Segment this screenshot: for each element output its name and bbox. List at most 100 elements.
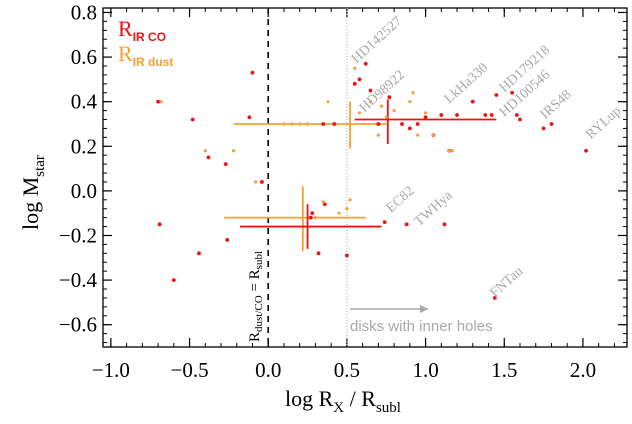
y-tick-label: −0.2 [59, 223, 97, 247]
y-tick-label: 0.0 [71, 179, 97, 203]
co-point [510, 90, 515, 95]
co-point [363, 61, 368, 66]
dust-point [353, 66, 357, 70]
dust-point [368, 100, 373, 104]
legend-co: RIR CO [118, 16, 166, 44]
dust-point [348, 198, 352, 202]
dust-point [379, 104, 384, 108]
dust-point [305, 122, 310, 126]
sublimation-label: Rdust/CO = Rsubl [247, 251, 265, 342]
co-point [404, 222, 409, 227]
object-label: LkHa330 [442, 60, 491, 107]
x-tick-label: 0.5 [334, 358, 360, 382]
y-axis-title: log Mstar [18, 155, 48, 230]
object-label: FNTau [487, 264, 526, 301]
object-label: HD98922 [357, 68, 408, 116]
co-point [415, 122, 420, 126]
co-point [156, 99, 160, 104]
co-point [197, 251, 201, 256]
co-point [407, 126, 412, 131]
co-point [250, 70, 255, 75]
co-point [308, 215, 313, 220]
co-point [225, 238, 230, 242]
co-point [492, 296, 497, 300]
co-point [514, 113, 519, 117]
co-point [260, 180, 264, 184]
dust-point [447, 149, 451, 153]
dust-point [282, 122, 286, 126]
co-point [316, 251, 321, 256]
dust-point [337, 211, 341, 215]
x-tick-label: 1.5 [491, 358, 517, 382]
co-point [310, 211, 315, 216]
object-label: RYLup [583, 104, 624, 143]
dust-point [423, 111, 428, 115]
dust-point [298, 122, 302, 126]
dust-point [321, 200, 325, 204]
y-tick-label: 0.8 [71, 0, 97, 24]
co-point [423, 115, 428, 120]
tick-labels: −1.0 −0.5 0.0 0.5 1.0 1.5 2.0 −0.6 −0.4 −0.2 0.0 0.… [59, 0, 596, 382]
plot-frame [102, 7, 628, 348]
co-point [345, 253, 349, 258]
axis-ticks [103, 8, 627, 347]
object-label: TWHya [412, 188, 456, 230]
co-point [171, 278, 176, 282]
y-tick-label: 0.2 [71, 134, 97, 158]
co-point [376, 122, 381, 126]
x-axis-title: log RX / Rsubl [285, 386, 401, 416]
co-point [541, 126, 546, 131]
dust-point [159, 100, 163, 104]
co-point [494, 93, 499, 97]
object-label: EC82 [384, 184, 418, 216]
x-tick-label: 0.0 [255, 358, 281, 382]
co-point [332, 122, 337, 126]
co-point [190, 117, 195, 122]
y-tick-label: 0.6 [71, 45, 97, 69]
y-tick-label: 0.4 [71, 90, 98, 114]
x-tick-label: −0.5 [170, 358, 208, 382]
dust-point [416, 133, 420, 137]
co-point [549, 122, 554, 126]
x-tick-label: −1.0 [92, 358, 130, 382]
object-label: IRS48 [538, 87, 575, 122]
data-points [156, 61, 588, 300]
legend-dust: RIR dust [118, 41, 173, 69]
dust-point [345, 207, 349, 211]
co-point [206, 155, 211, 160]
co-point [400, 122, 404, 126]
dust-point [203, 149, 207, 153]
x-tick-label: 2.0 [570, 358, 596, 382]
dust-point [232, 149, 236, 153]
co-point [584, 148, 588, 153]
co-point [247, 115, 252, 120]
dust-point [357, 111, 362, 115]
dust-point [376, 133, 380, 137]
co-point [455, 113, 459, 117]
dust-point [431, 133, 436, 137]
y-tick-label: −0.6 [59, 313, 97, 337]
co-point [157, 222, 162, 227]
dust-point [313, 216, 318, 220]
object-label: HD142527 [349, 14, 405, 67]
co-point [483, 113, 488, 117]
co-point [387, 95, 392, 100]
co-point [470, 99, 475, 104]
co-point [352, 81, 357, 86]
co-point [382, 220, 387, 225]
y-tick-label: −0.4 [59, 268, 98, 292]
co-point [518, 117, 522, 122]
co-point [321, 122, 326, 126]
co-point [223, 162, 228, 167]
error-bars [224, 99, 497, 252]
co-point [368, 88, 373, 93]
co-point [489, 113, 494, 117]
dust-point [290, 122, 294, 126]
co-point [442, 222, 447, 227]
dust-point [392, 108, 396, 113]
co-point [357, 77, 362, 82]
dust-point [450, 149, 454, 153]
inner-holes-note: disks with inner holes [350, 318, 493, 335]
